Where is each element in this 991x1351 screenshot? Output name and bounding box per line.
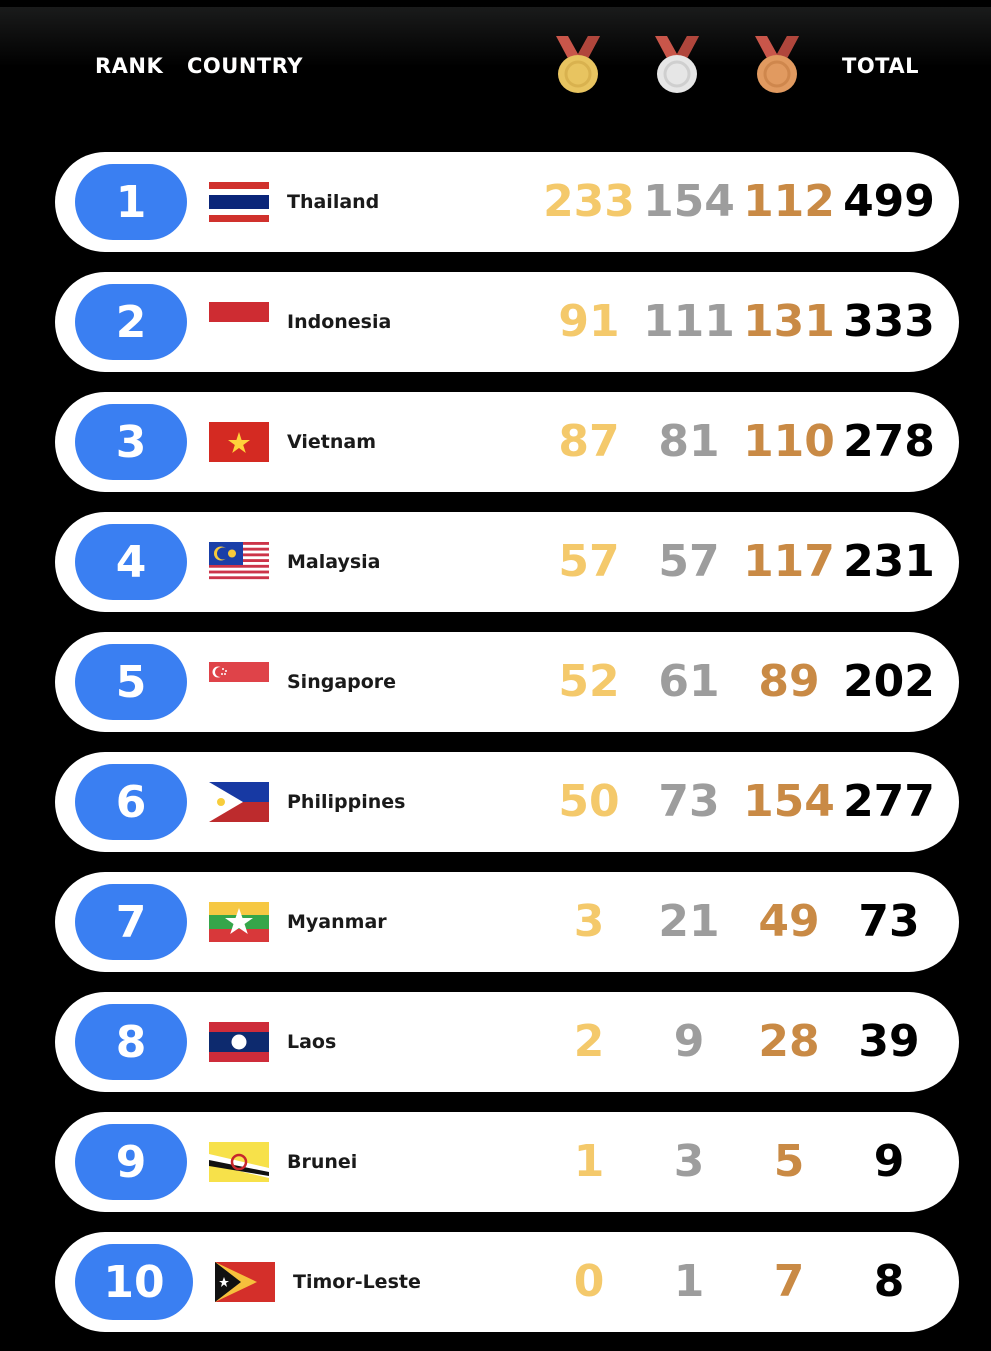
- laos-flag-icon: [209, 1022, 269, 1062]
- total-count: 9: [873, 1136, 905, 1187]
- country-name: Laos: [287, 1031, 337, 1053]
- total-count: 333: [843, 296, 935, 347]
- country-name: Thailand: [287, 191, 380, 213]
- gold-count: 1: [573, 1136, 605, 1187]
- rank-badge: 4: [75, 524, 187, 600]
- table-row[interactable]: 6 Philippines 50 73 154 277: [55, 752, 959, 852]
- rank-badge: 2: [75, 284, 187, 360]
- bronze-count: 154: [743, 776, 835, 827]
- bronze-count: 131: [743, 296, 835, 347]
- silver-count: 1: [673, 1256, 705, 1307]
- table-row[interactable]: 9 Brunei 1 3 5 9: [55, 1112, 959, 1212]
- gold-count: 87: [558, 416, 620, 467]
- country-name: Philippines: [287, 791, 406, 813]
- total-count: 39: [858, 1016, 920, 1067]
- rank-badge: 6: [75, 764, 187, 840]
- brunei-flag-icon: [209, 1142, 269, 1182]
- bronze-count: 89: [758, 656, 820, 707]
- philippines-flag-icon: [209, 782, 269, 822]
- vietnam-flag-icon: [209, 422, 269, 462]
- total-count: 73: [858, 896, 920, 947]
- myanmar-flag-icon: [209, 902, 269, 942]
- timor-leste-flag-icon: [215, 1262, 275, 1302]
- bronze-count: 117: [743, 536, 835, 587]
- table-row[interactable]: 3 Vietnam 87 81 110 278: [55, 392, 959, 492]
- table-row[interactable]: 10 Timor-Leste 0 1 7 8: [55, 1232, 959, 1332]
- country-name: Indonesia: [287, 311, 392, 333]
- malaysia-flag-icon: [209, 542, 269, 582]
- rank-badge: 3: [75, 404, 187, 480]
- rank-badge: 10: [75, 1244, 193, 1320]
- silver-count: 81: [658, 416, 720, 467]
- indonesia-flag-icon: [209, 302, 269, 322]
- bronze-medal-icon: [755, 36, 799, 94]
- singapore-flag-icon: [209, 662, 269, 682]
- table-row[interactable]: 7 Myanmar 3 21 49 73: [55, 872, 959, 972]
- total-count: 277: [843, 776, 935, 827]
- total-count: 231: [843, 536, 935, 587]
- country-name: Singapore: [287, 671, 397, 693]
- gold-count: 52: [558, 656, 620, 707]
- bronze-count: 110: [743, 416, 835, 467]
- bronze-count: 49: [758, 896, 820, 947]
- silver-count: 73: [658, 776, 720, 827]
- silver-count: 57: [658, 536, 720, 587]
- bronze-count: 7: [773, 1256, 805, 1307]
- country-name: Timor-Leste: [293, 1271, 421, 1293]
- silver-count: 3: [673, 1136, 705, 1187]
- silver-count: 9: [673, 1016, 705, 1067]
- silver-count: 111: [643, 296, 735, 347]
- gold-count: 91: [558, 296, 620, 347]
- total-count: 499: [843, 176, 935, 227]
- gold-count: 3: [573, 896, 605, 947]
- table-row[interactable]: 4 Malaysia 57 57 117 231: [55, 512, 959, 612]
- table-row[interactable]: 1 Thailand 233 154 112 499: [55, 152, 959, 252]
- silver-count: 21: [658, 896, 720, 947]
- table-row[interactable]: 5 Singapore 52 61 89 202: [55, 632, 959, 732]
- total-count: 8: [873, 1256, 905, 1307]
- rank-badge: 1: [75, 164, 187, 240]
- gold-count: 57: [558, 536, 620, 587]
- country-name: Vietnam: [287, 431, 376, 453]
- table-row[interactable]: 2 Indonesia 91 111 131 333: [55, 272, 959, 372]
- bronze-count: 112: [743, 176, 835, 227]
- thailand-flag-icon: [209, 182, 269, 222]
- silver-medal-icon: [655, 36, 699, 94]
- gold-count: 233: [543, 176, 635, 227]
- rank-header: RANK: [95, 54, 164, 78]
- gold-medal-icon: [556, 36, 600, 94]
- total-count: 202: [843, 656, 935, 707]
- rank-badge: 5: [75, 644, 187, 720]
- gold-count: 2: [573, 1016, 605, 1067]
- gold-count: 50: [558, 776, 620, 827]
- rank-badge: 9: [75, 1124, 187, 1200]
- silver-count: 61: [658, 656, 720, 707]
- country-name: Brunei: [287, 1151, 358, 1173]
- country-header: COUNTRY: [187, 54, 303, 78]
- total-count: 278: [843, 416, 935, 467]
- silver-count: 154: [643, 176, 735, 227]
- country-name: Myanmar: [287, 911, 387, 933]
- table-row[interactable]: 8 Laos 2 9 28 39: [55, 992, 959, 1092]
- rank-badge: 7: [75, 884, 187, 960]
- gold-count: 0: [573, 1256, 605, 1307]
- country-name: Malaysia: [287, 551, 381, 573]
- header-bar: [0, 7, 991, 67]
- bronze-count: 28: [758, 1016, 820, 1067]
- rank-badge: 8: [75, 1004, 187, 1080]
- total-header: TOTAL: [842, 54, 920, 78]
- bronze-count: 5: [773, 1136, 805, 1187]
